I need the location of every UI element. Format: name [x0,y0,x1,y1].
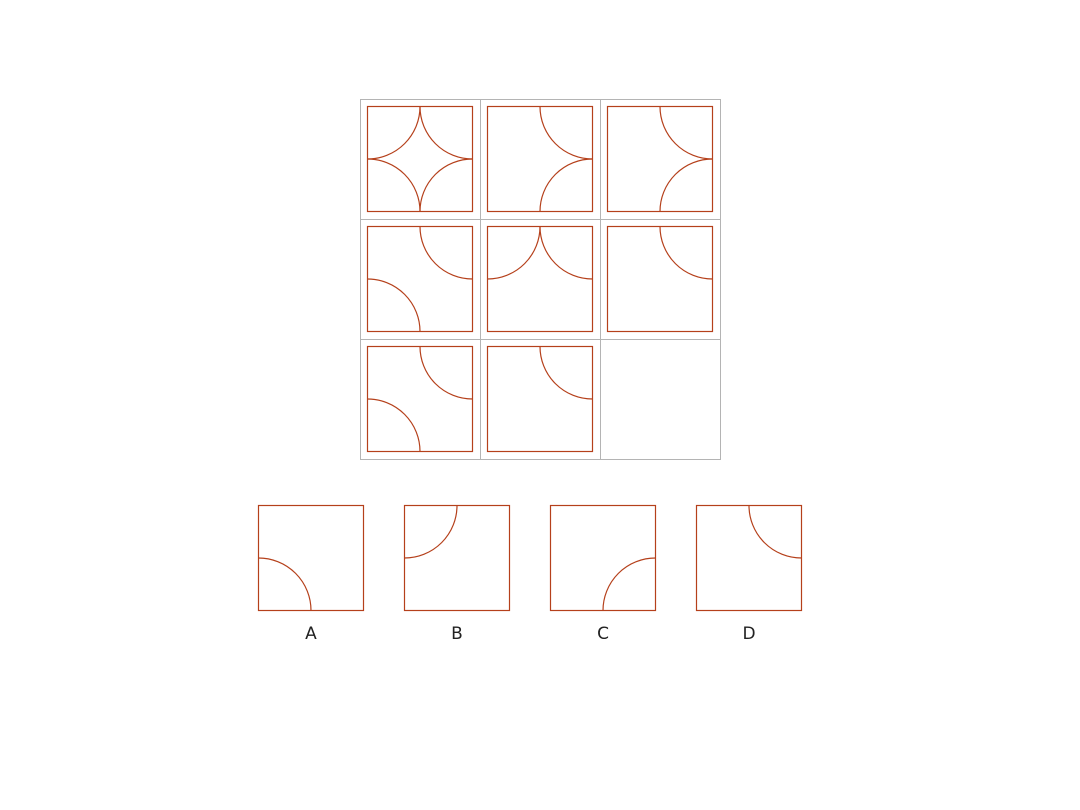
cell-arc-top-right [419,346,473,400]
cell-square [366,225,474,333]
option-arc-bottom-right [602,557,656,611]
matrix-cell-r2c2 [486,225,594,333]
option-arc-bottom-left [258,557,312,611]
matrix-cell-r1c2 [486,105,594,213]
option-arc-top-left [404,505,458,559]
cell-arc-bottom-left [367,398,421,452]
cell-square [606,105,714,213]
option-c-figure [549,504,657,612]
matrix-grid [360,99,721,460]
grid-outer-border [360,99,721,460]
cell-arc-top-right [419,106,473,160]
matrix-cell-r3c1 [366,345,474,453]
cell-arc-bottom-left [367,158,421,212]
cell-square [486,345,594,453]
matrix-cell-r1c3 [606,105,714,213]
cell-arc-top-right [539,106,593,160]
cell-arc-bottom-right [659,158,713,212]
matrix-cell-r2c3 [606,225,714,333]
option-b-figure [403,504,511,612]
option-square [403,504,511,612]
cell-arc-top-right [419,226,473,280]
matrix-cell-r3c2 [486,345,594,453]
cell-arc-top-right [659,226,713,280]
answer-options [257,504,803,612]
matrix-cell-r2c1 [366,225,474,333]
cell-square [606,225,714,333]
cell-arc-top-right [539,226,593,280]
cell-square [366,105,474,213]
cell-arc-top-right [539,346,593,400]
cell-square [486,105,594,213]
option-a-label: A [305,624,317,644]
cell-square [486,225,594,333]
cell-arc-bottom-right [539,158,593,212]
matrix-cells [366,105,714,453]
cell-arc-top-right [659,106,713,160]
option-b-label: B [451,624,463,644]
cell-arc-bottom-right [419,158,473,212]
option-c-label: C [597,624,609,644]
cell-arc-bottom-left [367,278,421,332]
option-d-label: D [742,624,756,644]
cell-square [366,345,474,453]
option-arc-top-right [748,505,802,559]
matrix-cell-r1c1 [366,105,474,213]
option-d-figure [695,504,803,612]
option-square [257,504,365,612]
cell-arc-top-left [367,106,421,160]
option-a-figure [257,504,365,612]
option-square [549,504,657,612]
option-square [695,504,803,612]
cell-arc-top-left [487,226,541,280]
